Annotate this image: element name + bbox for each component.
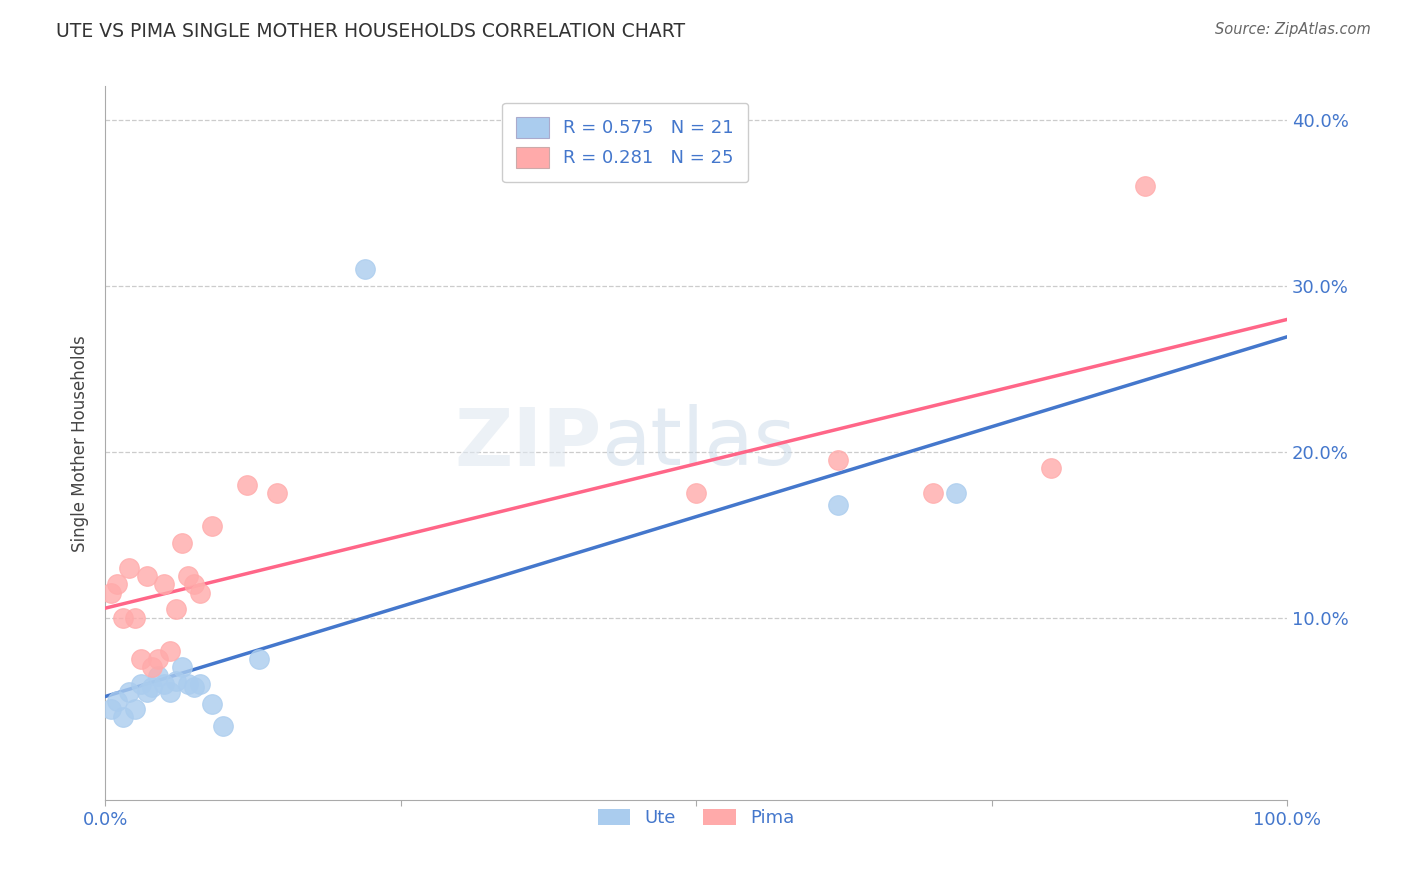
Point	[183, 681, 205, 695]
Point	[148, 652, 170, 666]
Text: UTE VS PIMA SINGLE MOTHER HOUSEHOLDS CORRELATION CHART: UTE VS PIMA SINGLE MOTHER HOUSEHOLDS COR…	[56, 22, 685, 41]
Point	[165, 673, 187, 688]
Point	[100, 702, 122, 716]
Point	[165, 602, 187, 616]
Point	[685, 486, 707, 500]
Point	[159, 685, 181, 699]
Point	[183, 577, 205, 591]
Point	[135, 569, 157, 583]
Point	[118, 685, 141, 699]
Point	[177, 569, 200, 583]
Point	[1039, 461, 1062, 475]
Point	[945, 486, 967, 500]
Point	[148, 669, 170, 683]
Point	[159, 644, 181, 658]
Y-axis label: Single Mother Households: Single Mother Households	[72, 334, 89, 551]
Point	[266, 486, 288, 500]
Text: atlas: atlas	[602, 404, 796, 483]
Point	[1135, 178, 1157, 193]
Point	[170, 536, 193, 550]
Point	[141, 660, 163, 674]
Point	[105, 693, 128, 707]
Point	[100, 585, 122, 599]
Point	[111, 610, 134, 624]
Point	[827, 498, 849, 512]
Point	[124, 610, 146, 624]
Point	[200, 697, 222, 711]
Text: Source: ZipAtlas.com: Source: ZipAtlas.com	[1215, 22, 1371, 37]
Point	[212, 718, 235, 732]
Point	[354, 262, 377, 277]
Legend: Ute, Pima: Ute, Pima	[591, 801, 801, 834]
Point	[135, 685, 157, 699]
Point	[827, 453, 849, 467]
Point	[153, 577, 176, 591]
Point	[236, 477, 259, 491]
Point	[129, 677, 152, 691]
Point	[188, 585, 211, 599]
Point	[111, 710, 134, 724]
Point	[200, 519, 222, 533]
Point	[247, 652, 270, 666]
Point	[118, 561, 141, 575]
Point	[188, 677, 211, 691]
Point	[129, 652, 152, 666]
Point	[921, 486, 943, 500]
Point	[177, 677, 200, 691]
Point	[105, 577, 128, 591]
Text: ZIP: ZIP	[454, 404, 602, 483]
Point	[170, 660, 193, 674]
Point	[124, 702, 146, 716]
Point	[141, 681, 163, 695]
Point	[153, 677, 176, 691]
